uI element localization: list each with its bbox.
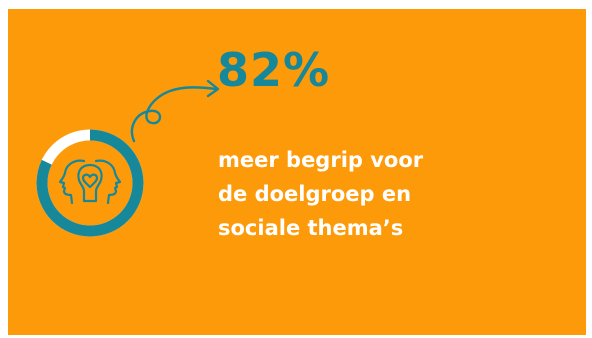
heads-with-heart-icon bbox=[58, 159, 122, 205]
description-line: meer begrip voor bbox=[218, 148, 424, 172]
description-text: meer begrip voor de doelgroep en sociale… bbox=[218, 143, 578, 245]
percentage-stat: 82% bbox=[217, 43, 331, 97]
progress-ring bbox=[34, 127, 146, 239]
curved-arrow-icon bbox=[130, 79, 220, 143]
infographic-card: 82% meer begrip voor de doelgroep en soc… bbox=[8, 9, 586, 335]
description-line: de doelgroep en bbox=[218, 182, 412, 206]
progress-ring-fill bbox=[36, 129, 144, 237]
description-line: sociale thema’s bbox=[218, 216, 404, 240]
